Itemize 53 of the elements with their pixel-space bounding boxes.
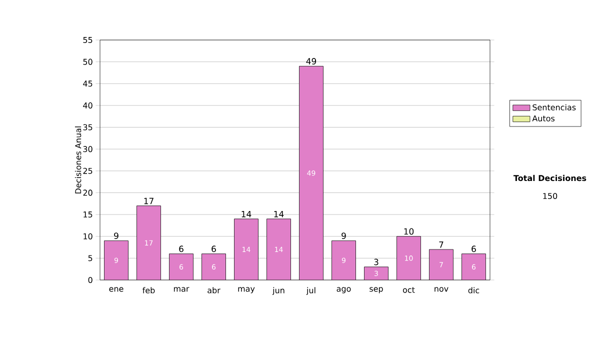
- x-tick-label: mar: [174, 287, 190, 292]
- x-tick-label: sep: [370, 287, 383, 294]
- bar: [332, 240, 356, 280]
- x-tick-label: dic: [468, 287, 480, 294]
- bar: [202, 254, 226, 280]
- total-label: 7: [439, 242, 444, 248]
- total-label: 10: [404, 228, 414, 235]
- x-tick-label: may: [238, 287, 255, 294]
- bar: [429, 249, 454, 280]
- y-tick-label: 25: [83, 168, 92, 174]
- x-tick-label: nov: [434, 287, 448, 292]
- y-tick-label: 20: [83, 190, 92, 196]
- y-tick-label: 30: [83, 146, 92, 152]
- total-label: 9: [114, 232, 118, 240]
- y-tick-label: 50: [83, 58, 92, 65]
- y-tick-label: 40: [83, 102, 92, 108]
- total-label: 14: [242, 211, 252, 218]
- y-tick-label: 5: [88, 255, 92, 262]
- bar: [396, 236, 421, 280]
- bar: [266, 218, 291, 280]
- bar: [104, 240, 128, 280]
- y-tick-label: 15: [84, 212, 92, 218]
- x-tick-label: jun: [272, 287, 284, 295]
- y-tick-label: 0: [88, 276, 92, 284]
- total-label: 6: [212, 246, 216, 252]
- total-label: 17: [144, 198, 154, 204]
- total-label: 49: [306, 58, 316, 64]
- x-tick-label: jul: [306, 287, 316, 295]
- x-tick-label: oct: [402, 287, 415, 293]
- legend-label: Sentencias: [532, 104, 576, 110]
- total-label: 3: [374, 258, 378, 266]
- text: Total Decisiones: [513, 174, 586, 182]
- bar: [169, 254, 194, 280]
- y-tick-label: 55: [83, 37, 92, 43]
- bar: [364, 266, 388, 280]
- y-tick-label: 45: [83, 80, 92, 87]
- legend-label: Autos: [532, 115, 555, 122]
- y-axis-title: Decisiones Anual: [74, 126, 82, 194]
- y-tick-label: 35: [83, 124, 92, 130]
- x-tick-label: ene: [109, 287, 124, 292]
- total-label: 6: [472, 246, 476, 252]
- y-tick-label: 10: [84, 233, 92, 240]
- total-label: 14: [274, 211, 284, 218]
- bar: [234, 218, 258, 280]
- bar: [299, 66, 324, 280]
- x-tick-label: abr: [208, 287, 220, 294]
- bar: [462, 254, 486, 280]
- text: 150: [543, 192, 558, 200]
- x-tick-label: ago: [336, 287, 351, 294]
- total-label: 6: [179, 246, 184, 252]
- bar: [136, 206, 161, 280]
- total-label: 9: [342, 232, 346, 240]
- x-tick-label: feb: [142, 287, 155, 294]
